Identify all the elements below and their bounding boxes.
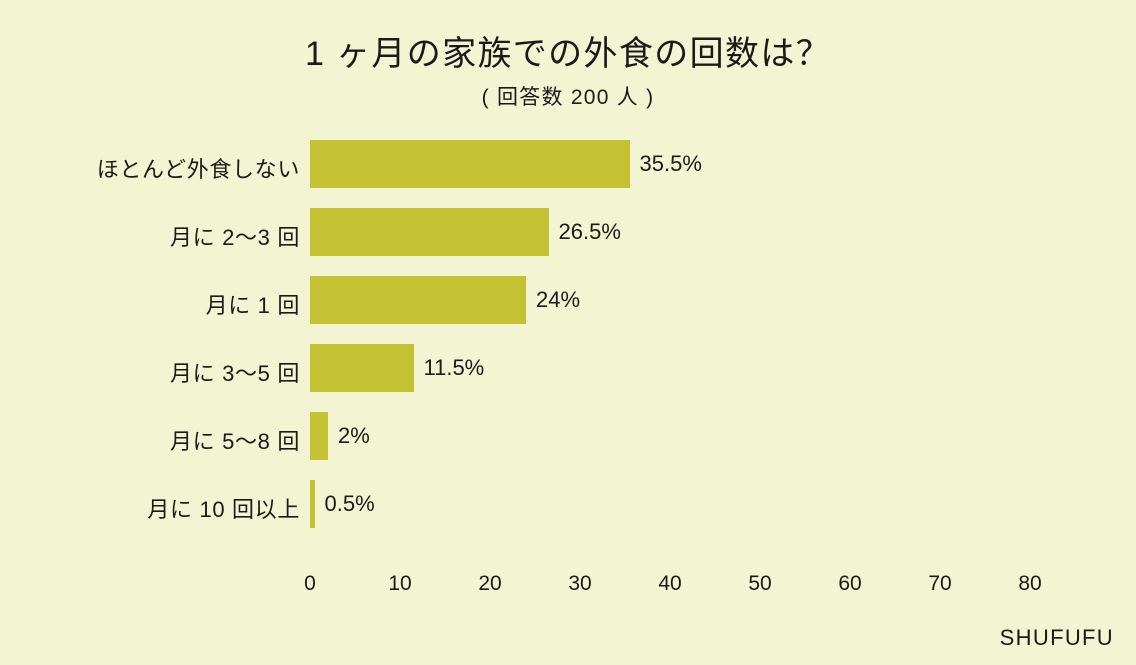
y-axis-label: 月に 5〜8 回 <box>80 424 300 456</box>
y-axis-label: 月に 1 回 <box>80 288 300 320</box>
bar-row: 11.5% <box>310 344 484 392</box>
x-axis-tick: 0 <box>304 572 316 596</box>
x-axis: 01020304050607080 <box>310 560 1030 600</box>
bar-value-label: 2% <box>338 423 370 449</box>
bar-value-label: 11.5% <box>424 355 485 381</box>
chart-subtitle: ( 回答数 200 人 ) <box>0 81 1136 111</box>
x-axis-tick: 70 <box>928 572 951 596</box>
bar <box>310 344 414 392</box>
bar-row: 0.5% <box>310 480 375 528</box>
bar-value-label: 0.5% <box>325 491 375 517</box>
chart-title: 1 ヶ月の家族での外食の回数は？ <box>0 0 1136 75</box>
y-axis-label: 月に 10 回以上 <box>80 492 300 524</box>
bar <box>310 140 630 188</box>
y-axis-label: 月に 2〜3 回 <box>80 220 300 252</box>
bar <box>310 276 526 324</box>
bar-value-label: 24% <box>536 287 580 313</box>
bar <box>310 480 315 528</box>
bar <box>310 208 549 256</box>
bar <box>310 412 328 460</box>
bar-value-label: 26.5% <box>559 219 621 245</box>
x-axis-tick: 50 <box>748 572 771 596</box>
x-axis-tick: 80 <box>1018 572 1041 596</box>
x-axis-tick: 40 <box>658 572 681 596</box>
bar-row: 24% <box>310 276 580 324</box>
x-axis-tick: 60 <box>838 572 861 596</box>
x-axis-tick: 10 <box>388 572 411 596</box>
bar-row: 26.5% <box>310 208 621 256</box>
plot-area: 35.5% 26.5% 24% 11.5% 2% 0.5% <box>310 130 1030 560</box>
x-axis-tick: 20 <box>478 572 501 596</box>
y-axis-label: ほとんど外食しない <box>80 152 300 184</box>
bar-row: 2% <box>310 412 370 460</box>
x-axis-tick: 30 <box>568 572 591 596</box>
watermark: SHUFUFU <box>1000 625 1114 651</box>
bar-chart: 35.5% 26.5% 24% 11.5% 2% 0.5% ほとんど外食しない月に 2〜3… <box>80 130 1060 600</box>
bar-value-label: 35.5% <box>640 151 702 177</box>
y-axis-label: 月に 3〜5 回 <box>80 356 300 388</box>
bar-row: 35.5% <box>310 140 702 188</box>
